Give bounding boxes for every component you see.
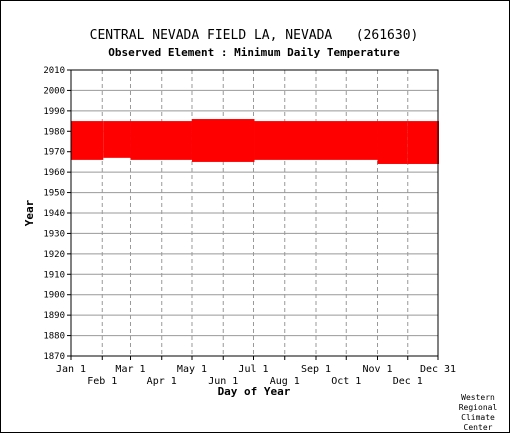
x-tick-label: May 1: [177, 364, 207, 375]
data-block: [71, 121, 104, 160]
data-block: [254, 121, 378, 160]
x-tick-label: Aug 1: [270, 376, 300, 387]
y-tick-label: 1970: [43, 148, 65, 158]
horizontal-gridlines: [71, 89, 438, 337]
credit-line-2: Regional: [459, 403, 498, 412]
x-tick-label: Jan 1: [56, 364, 86, 375]
y-tick-label: 1940: [43, 209, 65, 219]
data-block: [377, 121, 408, 164]
x-tick-label: Nov 1: [362, 364, 392, 375]
credit-line-3: Climate: [461, 413, 495, 422]
x-tick-label: Oct 1: [331, 376, 361, 387]
data-block: [407, 121, 439, 164]
x-tick-label: Dec 31: [420, 364, 456, 375]
y-tick-label: 2000: [43, 86, 65, 96]
x-axis-label: Day of Year: [218, 385, 291, 398]
y-tick-label: 2010: [43, 66, 65, 76]
x-tick-label: Sep 1: [301, 364, 331, 375]
y-tick-label: 1910: [43, 270, 65, 280]
x-tick-label: Feb 1: [87, 376, 117, 387]
y-tick-label: 1920: [43, 250, 65, 260]
y-tick-label: 1880: [43, 332, 65, 342]
y-tick-label: 1890: [43, 311, 65, 321]
y-axis-ticks: 1870 1880 1890 1900 1910 1920 1930 1940 1950 1960…: [43, 66, 71, 362]
y-tick-label: 1870: [43, 352, 65, 362]
chart-title: CENTRAL NEVADA FIELD LA, NEVADA (261630): [90, 28, 419, 43]
x-axis-ticks-row-2: Feb 1 Apr 1 Jun 1 Aug 1 Oct 1 Dec 1: [87, 356, 423, 387]
x-tick-label: Apr 1: [147, 376, 177, 387]
x-tick-label: Jul 1: [238, 364, 268, 375]
y-tick-label: 1960: [43, 168, 65, 178]
y-axis-label: Year: [23, 199, 36, 226]
data-block: [191, 119, 255, 162]
x-tick-label: Dec 1: [393, 376, 423, 387]
y-tick-label: 1990: [43, 107, 65, 117]
credit-line-1: Western: [461, 393, 495, 402]
data-block: [130, 121, 192, 160]
y-tick-label: 1930: [43, 229, 65, 239]
y-tick-label: 1900: [43, 291, 65, 301]
y-tick-label: 1950: [43, 189, 65, 199]
y-tick-label: 1980: [43, 127, 65, 137]
x-tick-label: Jun 1: [208, 376, 238, 387]
data-block: [103, 121, 131, 158]
credit-block: Western Regional Climate Center: [459, 393, 498, 432]
x-tick-label: Mar 1: [115, 364, 145, 375]
chart-subtitle: Observed Element : Minimum Daily Tempera…: [108, 46, 400, 59]
data-coverage: [71, 119, 439, 164]
credit-line-4: Center: [464, 423, 493, 432]
x-axis-ticks-row-1: Jan 1 Mar 1 May 1 Jul 1 Sep 1 Nov 1 Dec 31: [56, 356, 456, 375]
